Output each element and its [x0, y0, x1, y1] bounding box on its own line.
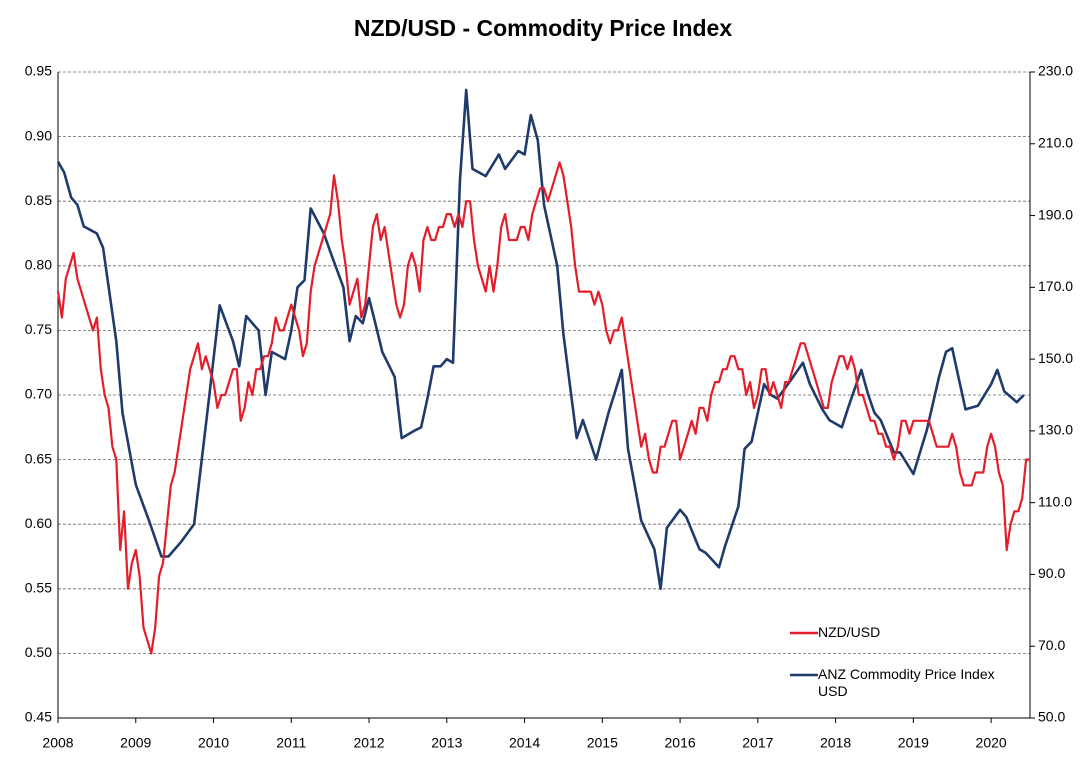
x-tick-label: 2012 [353, 735, 384, 751]
x-tick-label: 2019 [898, 735, 929, 751]
legend-label: ANZ Commodity Price Index USD [818, 666, 995, 699]
x-tick-label: 2020 [976, 735, 1007, 751]
y2-tick-label: 210.0 [1038, 134, 1073, 150]
x-tick-label: 2018 [820, 735, 851, 751]
y-tick-label: 0.55 [25, 580, 52, 596]
y2-tick-label: 230.0 [1038, 63, 1073, 79]
legend-entry: ANZ Commodity Price Index USD [818, 666, 995, 699]
y2-tick-label: 150.0 [1038, 350, 1073, 366]
y-tick-label: 0.45 [25, 709, 52, 725]
x-tick-label: 2008 [42, 735, 73, 751]
x-tick-label: 2014 [509, 735, 540, 751]
y-tick-label: 0.75 [25, 321, 52, 337]
y-tick-label: 0.90 [25, 127, 52, 143]
x-tick-label: 2015 [587, 735, 618, 751]
x-tick-label: 2016 [665, 735, 696, 751]
legend-entry: NZD/USD [818, 624, 881, 640]
y-tick-label: 0.80 [25, 257, 52, 273]
y2-tick-label: 50.0 [1038, 709, 1065, 725]
y-tick-label: 0.60 [25, 515, 52, 531]
series-line [56, 88, 1025, 591]
y2-tick-label: 90.0 [1038, 565, 1065, 581]
y-tick-label: 0.95 [25, 63, 52, 79]
x-tick-label: 2011 [276, 735, 306, 751]
y2-tick-label: 70.0 [1038, 637, 1065, 653]
legend-label: NZD/USD [818, 624, 881, 640]
x-tick-label: 2010 [198, 735, 229, 751]
y2-tick-label: 130.0 [1038, 422, 1073, 438]
series-line [56, 161, 1030, 655]
chart-title: NZD/USD - Commodity Price Index [354, 15, 732, 41]
x-tick-label: 2017 [742, 735, 773, 751]
y-tick-label: 0.85 [25, 192, 52, 208]
y2-tick-label: 170.0 [1038, 278, 1073, 294]
y2-tick-label: 110.0 [1038, 493, 1072, 509]
y-tick-label: 0.50 [25, 644, 52, 660]
y2-tick-label: 190.0 [1038, 206, 1073, 222]
y-tick-label: 0.65 [25, 450, 52, 466]
x-tick-label: 2013 [431, 735, 462, 751]
y-tick-label: 0.70 [25, 386, 52, 402]
x-tick-label: 2009 [120, 735, 151, 751]
